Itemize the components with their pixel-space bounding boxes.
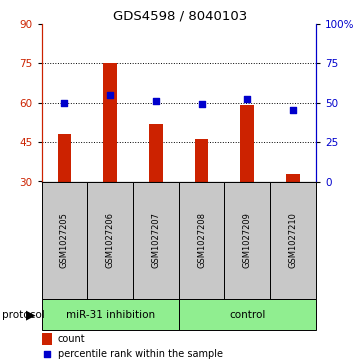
Bar (179, 182, 225, 299)
Bar (270, 182, 316, 299)
Bar (179, 299, 316, 330)
Point (107, 92, 113, 98)
Bar (103, 63, 117, 182)
Bar (149, 123, 163, 182)
Text: GSM1027206: GSM1027206 (106, 212, 114, 269)
Bar (87, 182, 133, 299)
Bar (57, 134, 71, 182)
Bar (42, 182, 87, 299)
Text: GSM1027210: GSM1027210 (288, 213, 297, 268)
Bar (286, 174, 300, 182)
Text: count: count (58, 334, 86, 344)
Text: protocol: protocol (2, 310, 44, 320)
Text: percentile rank within the sample: percentile rank within the sample (58, 349, 223, 359)
Point (290, 107, 296, 113)
Bar (42, 333, 52, 345)
Text: GSM1027207: GSM1027207 (151, 212, 160, 269)
Bar (42, 299, 179, 330)
Text: GDS4598 / 8040103: GDS4598 / 8040103 (113, 9, 248, 22)
Bar (133, 182, 179, 299)
Text: miR-31 inhibition: miR-31 inhibition (66, 310, 155, 320)
Text: control: control (229, 310, 265, 320)
Point (244, 97, 250, 102)
Bar (225, 182, 270, 299)
Text: GSM1027205: GSM1027205 (60, 213, 69, 268)
Point (199, 101, 204, 107)
Text: GSM1027208: GSM1027208 (197, 212, 206, 269)
Point (153, 98, 159, 104)
Bar (240, 105, 254, 182)
Text: ▶: ▶ (26, 309, 35, 321)
Text: GSM1027209: GSM1027209 (243, 213, 252, 268)
Point (61, 99, 67, 105)
Bar (195, 139, 208, 182)
Point (44, 351, 50, 357)
